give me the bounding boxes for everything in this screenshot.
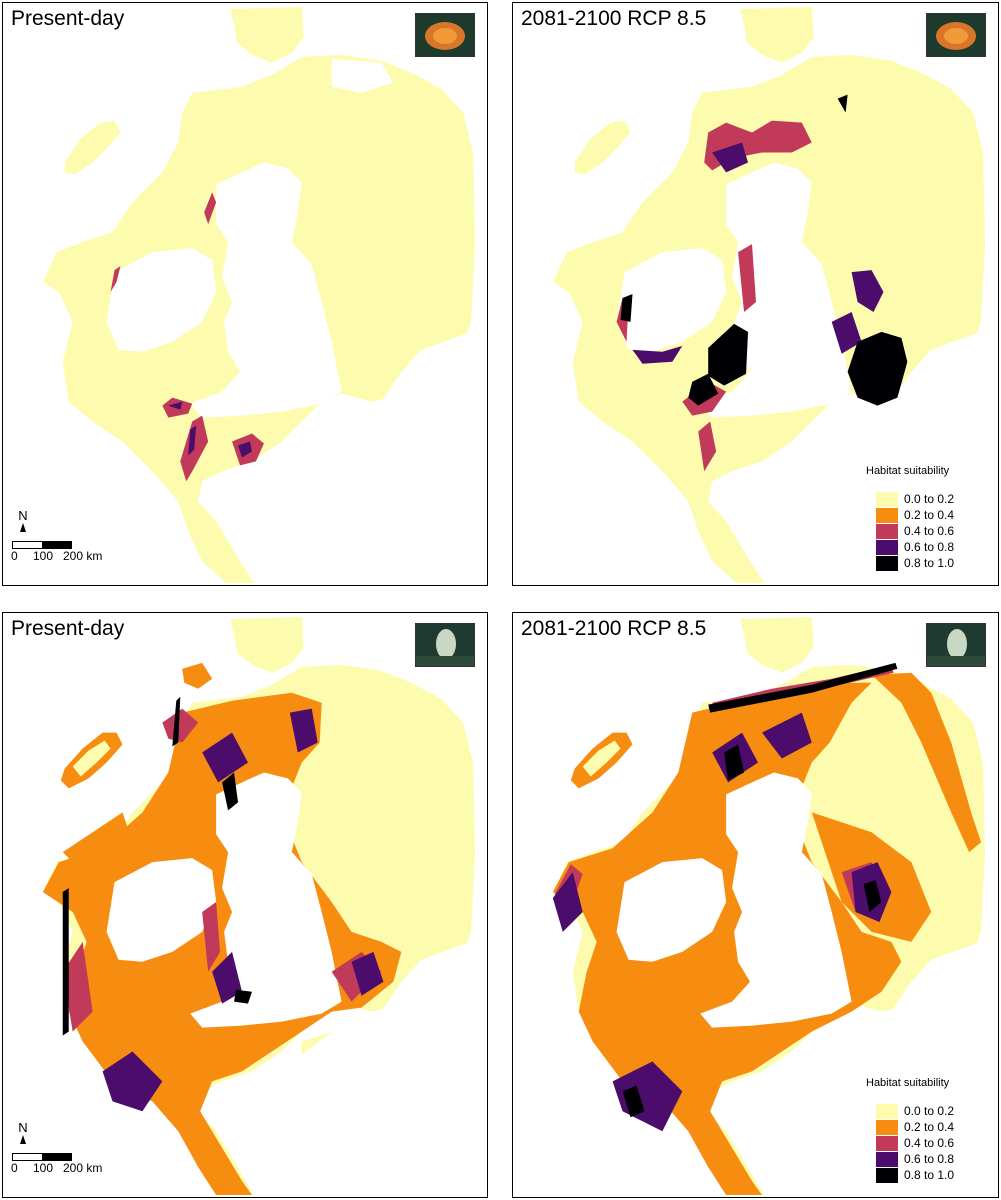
map-panel-top-right: 2081-2100 RCP 8.5 Habitat suitability 0.… xyxy=(512,2,999,586)
legend-item: 0.0 to 0.2 xyxy=(876,491,976,507)
north-label: N xyxy=(18,1120,28,1135)
scale-bar-segments xyxy=(12,541,72,549)
legend-item: 0.6 to 0.8 xyxy=(876,539,976,555)
map-panel-top-left: Present-day N 0 100 200 km xyxy=(2,2,488,586)
map-panel-bottom-left: Present-day N 0 100 200 km xyxy=(2,612,488,1198)
scale-tick: 0 xyxy=(11,1161,18,1175)
panel-title: Present-day xyxy=(11,617,125,640)
north-arrow-icon: N xyxy=(17,1121,29,1144)
scale-bar: N 0 100 200 km xyxy=(11,1121,111,1181)
map-panel-bottom-right: 2081-2100 RCP 8.5 Habitat suitability 0.… xyxy=(512,612,999,1198)
north-label: N xyxy=(18,508,28,523)
legend-label: 0.6 to 0.8 xyxy=(904,540,955,554)
legend-label: 0.0 to 0.2 xyxy=(904,492,955,506)
legend-title: Habitat suitability xyxy=(866,1077,950,1089)
scale-tick: 200 km xyxy=(63,1161,103,1175)
habitat-legend: Habitat suitability 0.0 to 0.2 0.2 to 0.… xyxy=(866,465,976,571)
legend-item: 0.8 to 1.0 xyxy=(876,1167,976,1183)
coral-photo-thumbnail xyxy=(415,13,475,57)
scale-bar: N 0 100 200 km xyxy=(11,509,111,569)
legend-label: 0.4 to 0.6 xyxy=(904,524,955,538)
legend-item: 0.6 to 0.8 xyxy=(876,1151,976,1167)
legend-item: 0.0 to 0.2 xyxy=(876,1103,976,1119)
legend-item: 0.2 to 0.4 xyxy=(876,1119,976,1135)
suitability-map xyxy=(42,6,487,585)
legend-label: 0.8 to 1.0 xyxy=(904,556,955,570)
sponge-photo-thumbnail xyxy=(926,623,986,667)
coral-photo-thumbnail xyxy=(926,13,986,57)
legend-label: 0.0 to 0.2 xyxy=(904,1104,955,1118)
panel-title: Present-day xyxy=(11,7,125,30)
legend-item: 0.4 to 0.6 xyxy=(876,1135,976,1151)
legend-item: 0.8 to 1.0 xyxy=(876,555,976,571)
north-arrow-icon: N xyxy=(17,509,29,532)
legend-label: 0.2 to 0.4 xyxy=(904,1120,955,1134)
scale-tick: 100 xyxy=(33,549,54,563)
suitability-map xyxy=(552,6,998,585)
legend-label: 0.8 to 1.0 xyxy=(904,1168,955,1182)
panel-title: 2081-2100 RCP 8.5 xyxy=(521,7,707,30)
habitat-legend: Habitat suitability 0.0 to 0.2 0.2 to 0.… xyxy=(866,1077,976,1183)
legend-title: Habitat suitability xyxy=(866,465,950,477)
legend-label: 0.6 to 0.8 xyxy=(904,1152,955,1166)
legend-item: 0.4 to 0.6 xyxy=(876,523,976,539)
scale-tick: 200 km xyxy=(63,549,103,563)
scale-tick: 0 xyxy=(11,549,18,563)
suitability-map xyxy=(552,616,998,1197)
sponge-photo-thumbnail xyxy=(415,623,475,667)
panel-title: 2081-2100 RCP 8.5 xyxy=(521,617,707,640)
suitability-map xyxy=(42,616,487,1197)
legend-label: 0.2 to 0.4 xyxy=(904,508,955,522)
scale-bar-segments xyxy=(12,1153,72,1161)
scale-tick: 100 xyxy=(33,1161,54,1175)
legend-item: 0.2 to 0.4 xyxy=(876,507,976,523)
legend-label: 0.4 to 0.6 xyxy=(904,1136,955,1150)
